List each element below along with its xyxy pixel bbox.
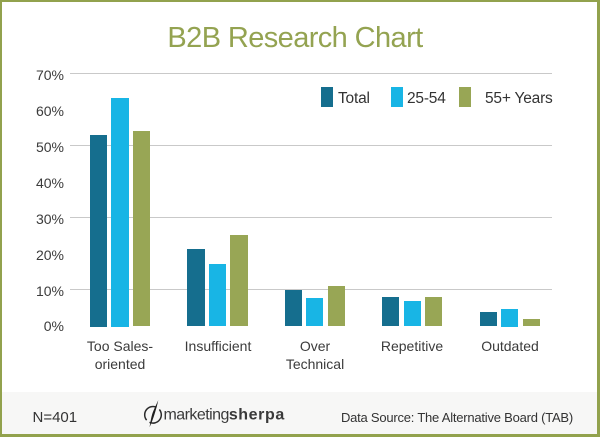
svg-text:marketingsherpa: marketingsherpa bbox=[164, 407, 285, 424]
